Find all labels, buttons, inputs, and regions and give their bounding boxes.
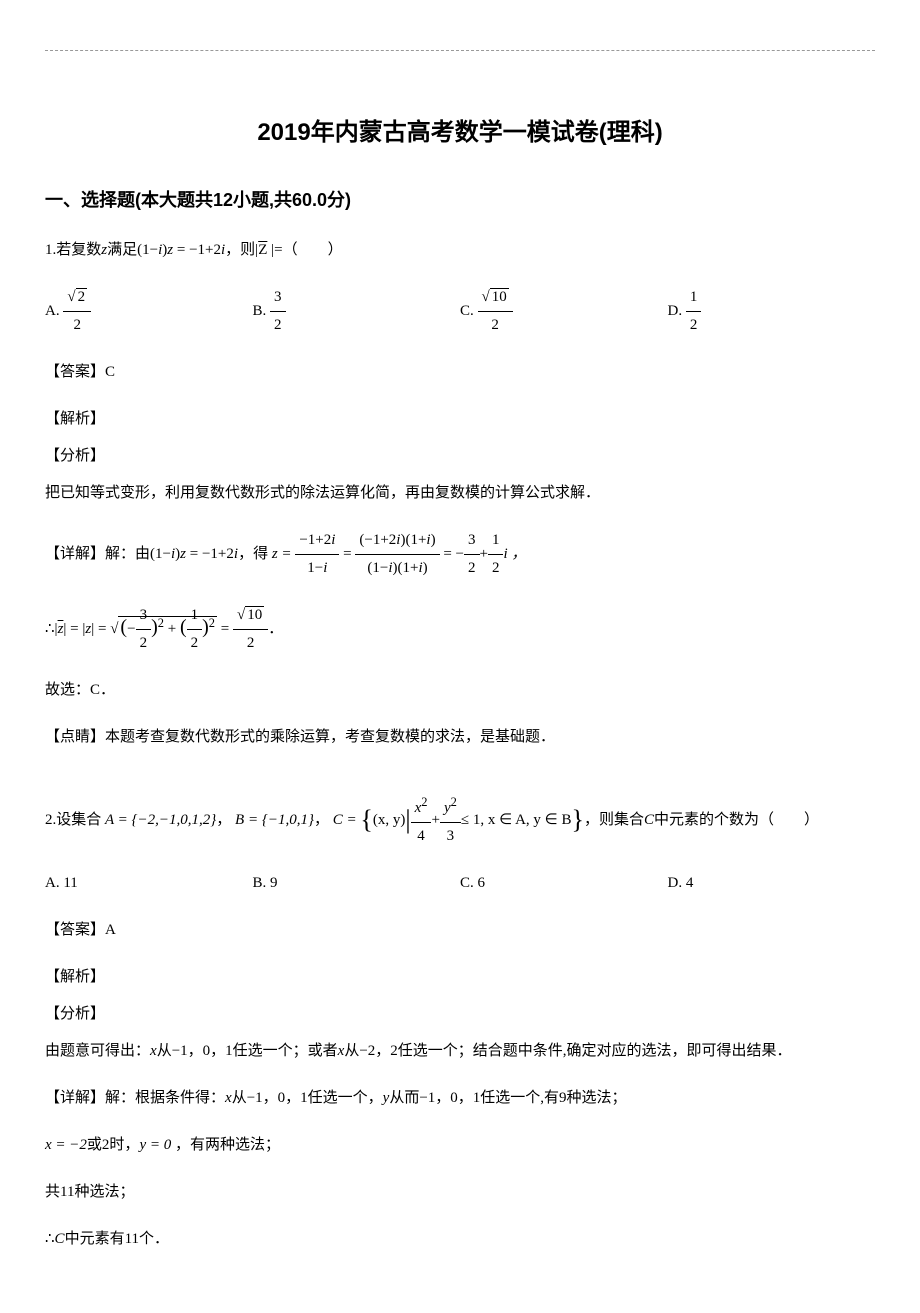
q2-stem: 2.设集合 A = {−2,−1,0,1,2}， B = {−1,0,1}， C… <box>45 791 875 850</box>
q2-answer: 【答案】A <box>45 917 875 944</box>
q2-total: 共11种选法； <box>45 1179 875 1206</box>
q1-option-d: D. 12 <box>668 284 876 339</box>
q2-analysis-label: 【解析】 <box>45 964 875 991</box>
q1-analysis-text: 把已知等式变形，利用复数代数形式的除法运算化简，再由复数模的计算公式求解． <box>45 480 875 507</box>
q2-option-c: C. 6 <box>460 870 668 897</box>
q2-case2: x = −2或2时，y = 0 ，有两种选法； <box>45 1132 875 1159</box>
q1-option-c: C. 102 <box>460 284 668 339</box>
q2-number: 2. <box>45 812 56 828</box>
q1-option-a: A. 22 <box>45 284 253 339</box>
q1-answer: 【答案】C <box>45 359 875 386</box>
q2-option-d: D. 4 <box>668 870 876 897</box>
q2-option-a: A. 11 <box>45 870 253 897</box>
header-divider <box>45 50 875 51</box>
q1-modulus: ∴|z| = |z| = (−32)2 + (12)2 = 102． <box>45 602 875 657</box>
q1-option-b: B. 32 <box>253 284 461 339</box>
q2-analysis-text: 由题意可得出：x从−1，0，1任选一个；或者x从−2，2任选一个；结合题中条件,… <box>45 1038 875 1065</box>
q2-option-b: B. 9 <box>253 870 461 897</box>
q1-conclusion: 故选：C． <box>45 677 875 704</box>
q1-stem: 1.若复数z满足(1−i)z = −1+2i，则|Z |=（ ） <box>45 237 875 264</box>
q2-detail: 【详解】解：根据条件得：x从−1，0，1任选一个，y从而−1，0，1任选一个,有… <box>45 1085 875 1112</box>
q1-detail: 【详解】解：由(1−i)z = −1+2i，得 z = −1+2i1−i = (… <box>45 527 875 582</box>
q1-options: A. 22 B. 32 C. 102 D. 12 <box>45 284 875 339</box>
q1-number: 1. <box>45 242 56 258</box>
page-title: 2019年内蒙古高考数学一模试卷(理科) <box>45 111 875 154</box>
q1-comment: 【点睛】本题考查复数代数形式的乘除运算，考查复数模的求法，是基础题． <box>45 724 875 751</box>
q1-analysis-sub: 【分析】 <box>45 443 875 470</box>
q2-options: A. 11 B. 9 C. 6 D. 4 <box>45 870 875 897</box>
section-header: 一、选择题(本大题共12小题,共60.0分) <box>45 184 875 216</box>
q2-analysis-sub: 【分析】 <box>45 1001 875 1028</box>
q2-conclusion: ∴C中元素有11个． <box>45 1226 875 1253</box>
q1-equation: (1−i)z = −1+2i <box>137 242 225 258</box>
q1-analysis-label: 【解析】 <box>45 406 875 433</box>
